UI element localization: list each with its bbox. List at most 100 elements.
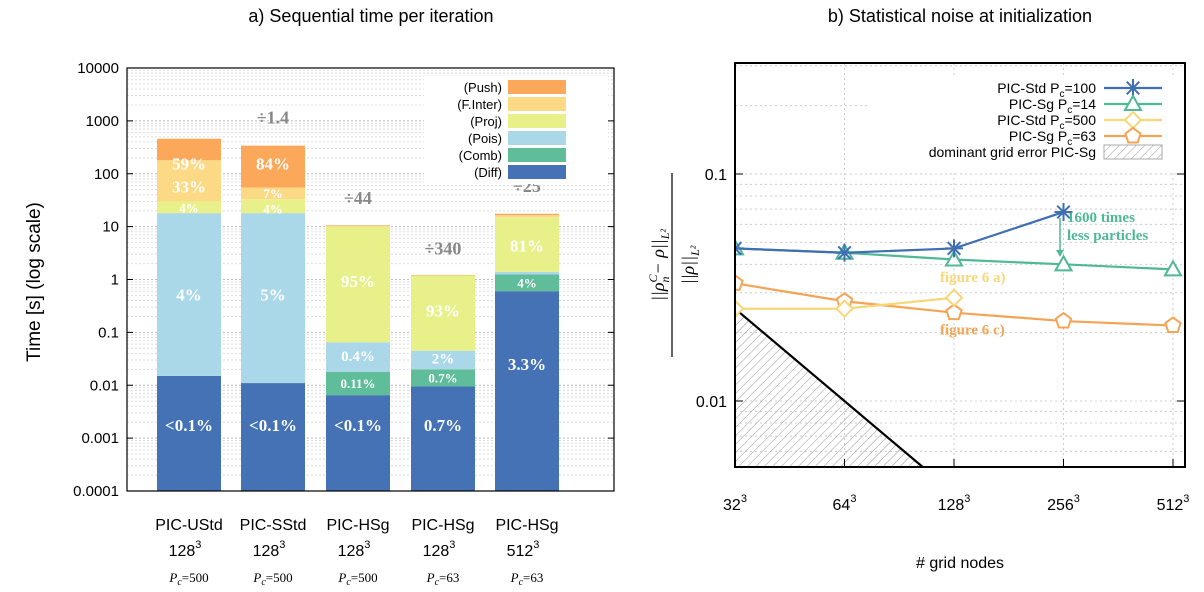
legend-swatch [508, 97, 566, 111]
bar-percent-label: 0.4% [341, 349, 375, 365]
bar-percent-label: 0.7% [428, 371, 457, 386]
fraction-label: ||ρCn− ρ||L²||ρ||L² [646, 173, 702, 357]
bar-percent-label: 3.3% [508, 355, 546, 374]
pentagon-marker [735, 274, 744, 291]
bar-percent-label: 0.11% [340, 376, 375, 391]
bar-percent-label: 84% [256, 154, 290, 173]
series-diamond [735, 288, 964, 319]
legend-swatch [508, 114, 566, 128]
triangle-marker [1053, 254, 1074, 272]
legend-label: dominant grid error PIC-Sg [929, 144, 1096, 160]
y-tick-label: 0.1 [705, 167, 727, 184]
panel-b-x-axis-label: # grid nodes [916, 555, 1004, 572]
legend-label: (F.Inter) [457, 97, 502, 112]
bar-segment [326, 371, 390, 396]
panel-a-y-axis-label: Time [s] (log scale) [24, 202, 45, 362]
legend-swatch [508, 131, 566, 145]
bar-segment [241, 199, 305, 214]
category-name: PIC-HSg [326, 517, 389, 534]
triangle-marker [1163, 259, 1183, 277]
panel-a-sequential-time: a) Sequential time per iteration 59% 33% 4… [24, 6, 615, 588]
series-star [735, 203, 1073, 262]
bar-percent-label: 4% [179, 200, 199, 215]
bar-percent-label: <0.1% [334, 416, 382, 435]
y-tick-label: 0.01 [696, 394, 727, 411]
category-name: PIC-HSg [495, 517, 558, 534]
annotation-text: less particles [1067, 228, 1148, 244]
panel-b-title: b) Statistical noise at initialization [828, 6, 1092, 26]
legend-label: (Proj) [470, 114, 502, 129]
category-grid-size: 1283 [338, 539, 371, 560]
panel-a-y-ticks: 0.0001 0.001 0.01 0.1 1 10 100 1000 10000 [73, 60, 614, 500]
category-grid-size: 1283 [423, 539, 456, 560]
bar-segment [495, 291, 559, 491]
legend-label: (Push) [464, 80, 502, 95]
legend-hatch-swatch [1103, 144, 1163, 160]
bar-segment [157, 375, 221, 491]
x-tick-label: 2563 [1047, 493, 1080, 514]
bar-segment [495, 215, 559, 218]
bar-percent-label: 5% [260, 285, 286, 304]
bar-percent-label: 0.7% [424, 416, 462, 435]
diamond-marker [735, 299, 745, 319]
bar-segment [411, 369, 475, 387]
pentagon-marker [1054, 311, 1073, 329]
triangle-marker [944, 249, 964, 267]
legend-swatch [508, 165, 566, 179]
category-grid-size: 5123 [507, 539, 540, 560]
legend-label: PIC-Std Pc=100 [997, 80, 1096, 100]
bar-percent-label: 4% [176, 285, 202, 304]
category-grid-size: 1283 [169, 539, 202, 560]
x-tick-label: 323 [723, 493, 747, 514]
x-tick-label: 643 [833, 493, 857, 514]
legend-swatch [508, 80, 566, 94]
fraction-denominator: ||ρ||L² [678, 245, 702, 284]
bar-segment [157, 138, 221, 161]
legend-label: (Diff) [474, 165, 502, 180]
y-tick-label: 100 [94, 166, 119, 183]
pentagon-marker [1124, 126, 1142, 144]
bar-segment [157, 201, 221, 214]
category-particles-per-cell: Pc=500 [337, 570, 377, 588]
bar-segment [241, 383, 305, 491]
star-marker [835, 243, 854, 262]
bar-percent-label: 59% [172, 154, 206, 173]
speedup-label: ÷340 [425, 238, 462, 258]
bar-segment [326, 226, 390, 343]
bar-percent-label: 7% [263, 186, 283, 201]
bar-segment [411, 275, 475, 351]
panel-b-series [735, 203, 1183, 334]
annotation-text: figure 6 a) [940, 270, 1006, 286]
bar-segment [411, 274, 475, 276]
panel-b-x-ticks: 323 643 1283 2563 5123 [723, 459, 1189, 514]
category-name: PIC-HSg [411, 517, 474, 534]
bar-percent-label: <0.1% [249, 416, 297, 435]
panel-b-grid-error-region [735, 307, 924, 467]
category-particles-per-cell: Pc=500 [168, 570, 208, 588]
bar-segment [495, 271, 559, 275]
legend-swatch [508, 148, 566, 162]
bar-segment [157, 160, 221, 202]
diamond-marker [944, 288, 964, 308]
bar-segment [326, 342, 390, 372]
star-marker [945, 239, 963, 258]
bar-percent-label: <0.1% [165, 416, 213, 435]
fraction-numerator: ||ρCn− ρ||L² [646, 229, 672, 301]
y-tick-label: 0.0001 [73, 483, 119, 500]
category-grid-size: 1283 [253, 539, 286, 560]
bar-segment [241, 187, 305, 200]
category-particles-per-cell: Pc=63 [510, 570, 544, 588]
x-tick-label: 5123 [1157, 493, 1190, 514]
panel-a-title: a) Sequential time per iteration [248, 6, 493, 26]
bar-segment [495, 213, 559, 216]
panel-b-y-axis-label: ||ρCn− ρ||L²||ρ||L² [646, 173, 702, 357]
annotation-text: figure 6 c) [940, 323, 1005, 339]
y-tick-label: 0.001 [81, 430, 119, 447]
triangle-marker [1123, 93, 1143, 111]
pentagon-marker [1164, 316, 1182, 334]
legend-label: PIC-Sg Pc=14 [1009, 96, 1096, 116]
bar-percent-label: 95% [341, 272, 375, 291]
panel-a-bars [157, 138, 559, 491]
annotation-text: 1600 times [1067, 210, 1135, 226]
